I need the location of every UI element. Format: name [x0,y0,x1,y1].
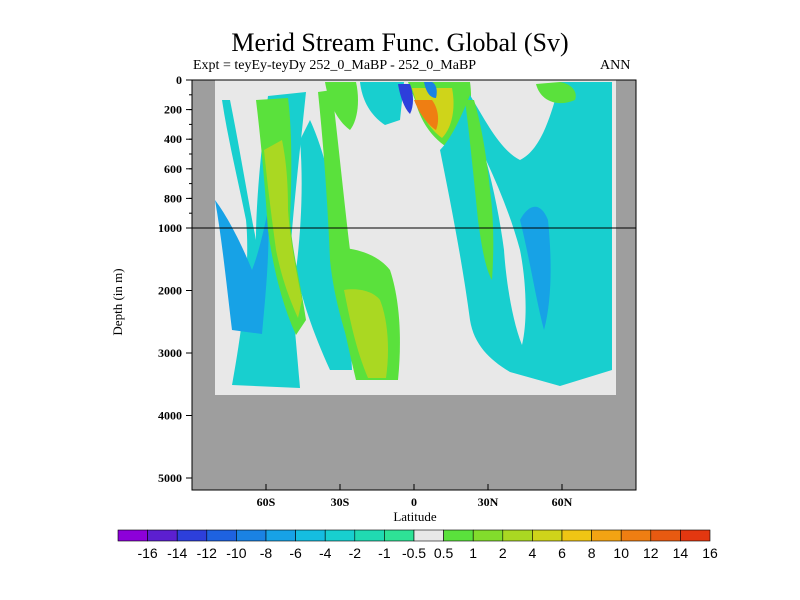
colorbar-swatch [650,529,681,542]
y-tick-label: 800 [164,191,182,205]
colorbar-swatch [472,529,504,542]
y-tick-label: 5000 [158,471,182,485]
colorbar-label: -14 [167,545,187,561]
colorbar-label: 1 [469,545,477,561]
contour-south-blue [215,200,269,334]
season-label: ANN [600,58,631,73]
colorbar-swatch [236,529,267,542]
y-tick-label: 2000 [158,284,182,298]
y-axis-ticks: 0 200 400 600 800 1000 2000 3000 4000 5000 [158,73,192,485]
colorbar-label: 6 [558,545,566,561]
colorbar-label: -2 [349,545,362,561]
contour-north-green-surface [536,82,576,104]
colorbar-label: 12 [643,545,659,561]
colorbar-swatch [620,529,652,542]
x-tick-label: 0 [411,495,417,509]
chart-title: Merid Stream Func. Global (Sv) [231,28,569,57]
contour-eq-blue [398,84,413,114]
y-tick-label: 1000 [158,221,182,235]
y-axis-label: Depth (in m) [110,268,125,336]
contour-north-gap [486,160,526,345]
colorbar-swatch [295,529,326,542]
x-axis-ticks: 60S 30S 0 30N 60N [257,484,573,509]
y-tick-label: 0 [176,73,182,87]
colorbar-swatch [117,529,148,542]
y-tick-label: 600 [164,162,182,176]
x-axis-label: Latitude [393,509,437,524]
colorbar-swatch [532,529,563,542]
colorbar-swatch [384,529,415,542]
contour-north-green [465,100,494,280]
colorbar-label: 10 [613,545,629,561]
contour-north-blue [520,206,551,330]
colorbar-swatch [265,529,296,542]
contour-eq-cyan [360,82,404,125]
colorbar-label: 4 [529,545,537,561]
colorbar-swatch [413,529,444,542]
colorbar-swatch [147,529,178,542]
contour-eq-gap [386,140,448,360]
colorbar-label: 8 [588,545,596,561]
x-tick-label: 60N [552,495,573,509]
colorbar-label: 14 [673,545,689,561]
colorbar: -16 -14 -12 -10 -8 -6 -4 -2 -1 -0.5 0.5 1 2 4 6 8 10 12 14… [117,529,718,561]
y-tick-label: 3000 [158,346,182,360]
colorbar-swatch [324,529,356,542]
y-tick-label: 200 [164,103,182,117]
colorbar-label: -12 [197,545,217,561]
colorbar-swatch [354,529,385,542]
colorbar-label: -0.5 [402,545,426,561]
x-tick-label: 30S [331,495,350,509]
colorbar-label: 0.5 [434,545,454,561]
colorbar-swatch [561,529,592,542]
colorbar-swatch [176,529,208,542]
contour-eq-blue-2 [424,82,437,98]
colorbar-label: 16 [702,545,718,561]
x-tick-label: 30N [478,495,499,509]
colorbar-label: -16 [137,545,157,561]
contour-deep-yellow [344,289,388,378]
colorbar-swatch [443,529,474,542]
contour-south-yellow [264,140,302,318]
colorbar-swatch [680,529,711,542]
experiment-label: Expt = teyEy-teyDy 252_0_MaBP - 252_0_Ma… [193,58,477,73]
ocean-field [215,80,616,395]
y-tick-label: 400 [164,132,182,146]
contour-eq-orange [414,100,439,130]
x-tick-label: 60S [257,495,276,509]
contour-south-cyan-2 [296,120,352,370]
colorbar-label: -6 [289,545,302,561]
contour-surface-green [325,82,358,130]
colorbar-label: -4 [319,545,332,561]
colorbar-label: -8 [260,545,273,561]
colorbar-swatch [206,529,237,542]
colorbar-label: -1 [378,545,391,561]
y-tick-label: 4000 [158,409,182,423]
colorbar-swatch [502,529,533,542]
colorbar-label: 2 [499,545,507,561]
colorbar-label: -10 [226,545,246,561]
colorbar-swatch [591,529,622,542]
